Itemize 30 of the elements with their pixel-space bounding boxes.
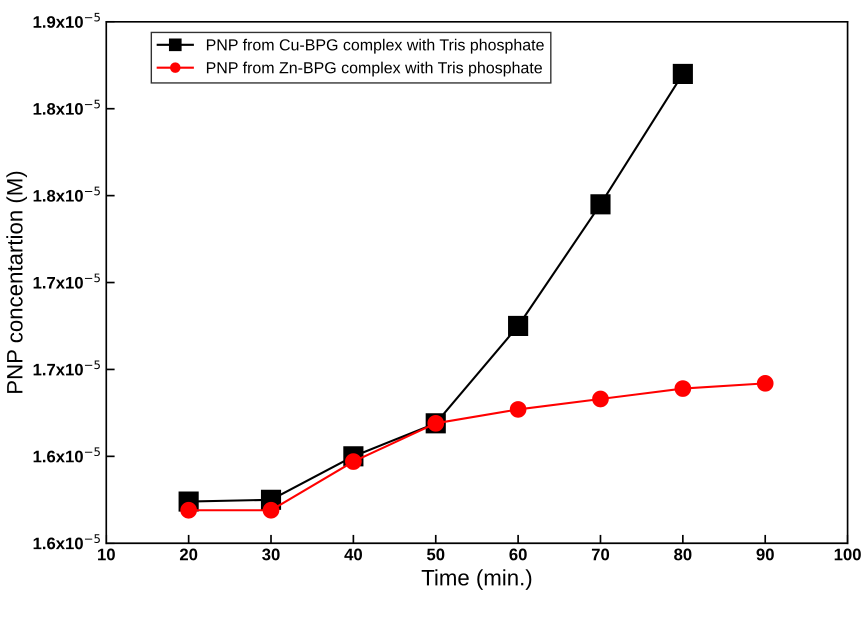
x-tick-label: 30 bbox=[262, 548, 280, 560]
x-tick-label: 70 bbox=[592, 548, 610, 560]
y-tick-label: 1.6x10$^{−5}$ bbox=[34, 447, 100, 462]
point bbox=[180, 502, 197, 519]
point bbox=[592, 390, 609, 408]
point bbox=[756, 375, 774, 392]
legend-label: PNP from Cu-BPG complex with Tris phosphate bbox=[206, 38, 544, 54]
x-tick-label: 20 bbox=[180, 548, 198, 560]
x-tick-label: 60 bbox=[509, 548, 527, 560]
y-tick-label: 1.9x10$^{−5}$ bbox=[34, 12, 100, 28]
y-tick-label: 1.6x10$^{−5}$ bbox=[34, 534, 100, 550]
x-tick-label: 10 bbox=[98, 548, 115, 560]
point bbox=[510, 401, 526, 418]
x-tick-label: 100 bbox=[834, 548, 861, 560]
y-axis-title: PNP concentartion (M) bbox=[6, 172, 28, 393]
x-tick-label: 50 bbox=[426, 548, 444, 560]
x-axis-title: Time (min.) bbox=[422, 569, 532, 590]
point bbox=[262, 502, 280, 519]
point bbox=[672, 64, 693, 84]
y-tick-label: 1.7x10$^{−5}$ bbox=[34, 360, 100, 376]
y-tick-label: 1.8x10$^{−5}$ bbox=[34, 100, 100, 115]
point bbox=[590, 194, 611, 214]
x-tick-label: 40 bbox=[344, 548, 362, 560]
x-tick-label: 90 bbox=[756, 548, 774, 560]
x-tick-label: 80 bbox=[674, 548, 692, 560]
y-tick-label: 1.8x10$^{−5}$ bbox=[34, 186, 100, 202]
point bbox=[674, 380, 692, 397]
y-tick-label: 1.7x10$^{−5}$ bbox=[34, 274, 100, 289]
legend-label: PNP from Zn-BPG complex with Tris phosphate bbox=[206, 62, 542, 77]
point bbox=[508, 316, 528, 336]
